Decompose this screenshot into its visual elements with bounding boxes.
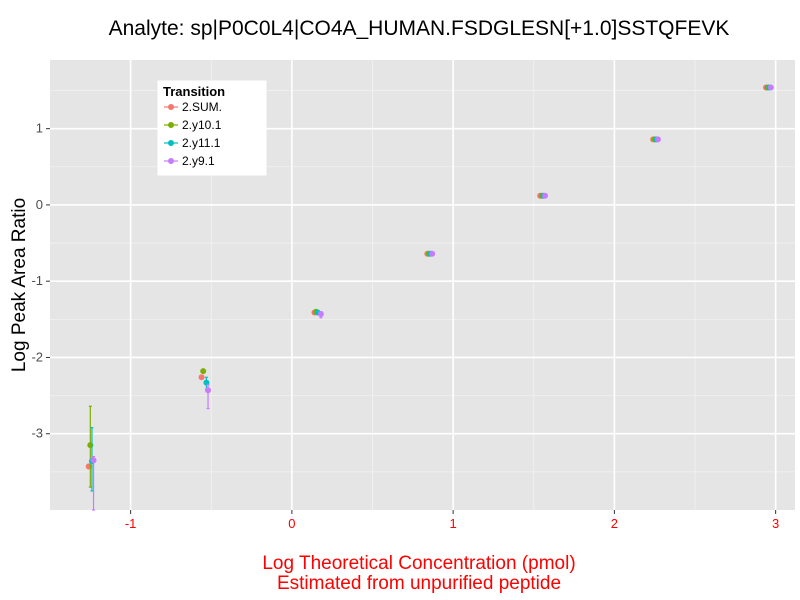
data-point: [654, 136, 661, 143]
series-layer: [85, 84, 774, 511]
grid-major: [50, 60, 795, 510]
legend-label: 2.y9.1: [182, 154, 215, 168]
data-point: [429, 250, 436, 257]
y-tick-label: -2: [31, 349, 43, 364]
x-tick-label: 0: [288, 516, 295, 531]
data-point: [542, 192, 549, 199]
legend-title: Transition: [163, 84, 225, 99]
legend-label: 2.y10.1: [182, 118, 222, 132]
data-point: [90, 457, 97, 464]
chart-title: Analyte: sp|P0C0L4|CO4A_HUMAN.FSDGLESN[+…: [109, 17, 730, 40]
x-axis-label-line-2: Estimated from unpurified peptide: [277, 573, 561, 594]
y-axis-label: Log Peak Area Ratio: [9, 198, 30, 372]
data-point: [198, 374, 205, 381]
y-tick-label: 0: [36, 197, 43, 212]
data-point: [205, 387, 212, 394]
legend-label: 2.y11.1: [182, 136, 221, 150]
legend-key-point: [168, 104, 174, 110]
y-tick-label: 1: [36, 121, 43, 136]
legend-entry: 2.SUM.: [164, 100, 222, 114]
legend-key-point: [168, 140, 174, 146]
y-axis: -3 -2 -1 0 1: [31, 121, 50, 441]
data-point: [203, 379, 210, 386]
y-tick-label: -3: [31, 426, 43, 441]
legend-entry: 2.y10.1: [164, 118, 222, 132]
legend-entries: 2.SUM. 2.y10.1 2.y11.1 2.y9.1: [164, 100, 222, 168]
legend-entry: 2.y11.1: [164, 136, 221, 150]
legend: Transition 2.SUM. 2.y10.1 2.y11.1 2.y9.1: [157, 80, 267, 176]
legend-key-point: [168, 158, 174, 164]
x-tick-label: -1: [125, 516, 137, 531]
legend-key-point: [168, 122, 174, 128]
x-axis: -1 0 1 2 3: [125, 510, 779, 531]
legend-label: 2.SUM.: [182, 100, 222, 114]
legend-entry: 2.y9.1: [164, 154, 215, 168]
data-point: [200, 368, 207, 375]
data-point: [767, 84, 774, 91]
x-axis-label-line-1: Log Theoretical Concentration (pmol): [262, 553, 575, 574]
x-tick-label: 2: [611, 516, 618, 531]
legend-box: [157, 80, 267, 176]
x-tick-label: 1: [450, 516, 457, 531]
series-2-y9-1: [90, 84, 774, 511]
x-tick-label: 3: [772, 516, 779, 531]
y-tick-label: -1: [31, 273, 43, 288]
data-point: [317, 310, 324, 317]
